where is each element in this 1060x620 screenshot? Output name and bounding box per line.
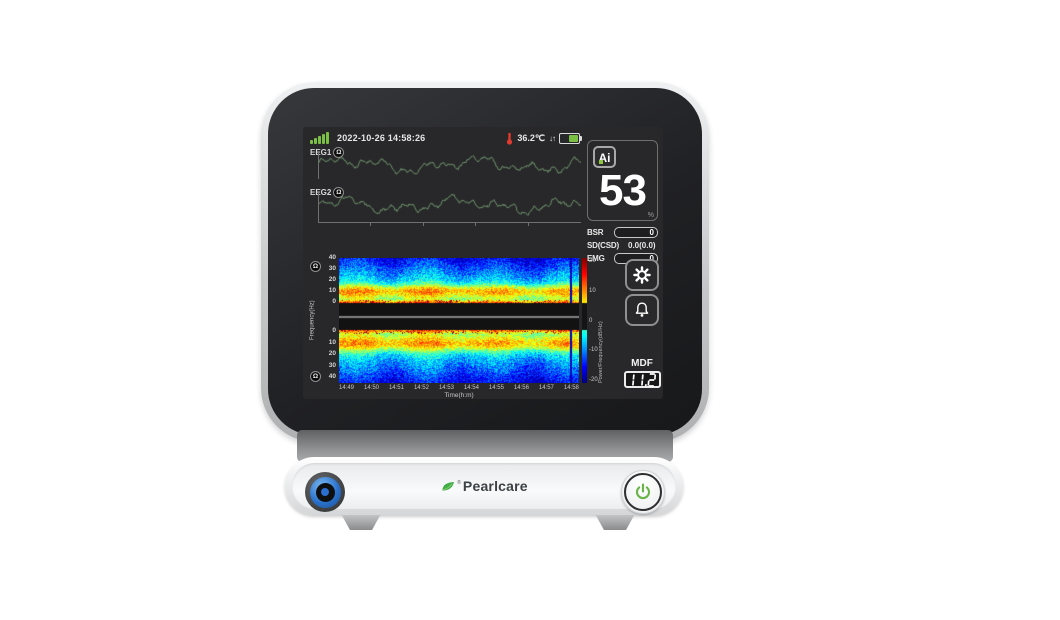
spectrogram-xlabel: Time(h:m) bbox=[444, 392, 474, 399]
spectrogram-yticks-top: 40 30 20 10 0 bbox=[328, 254, 336, 305]
device-neck bbox=[297, 430, 673, 462]
emg-label: EMG bbox=[587, 254, 605, 263]
sd-value: 0.0(0.0) bbox=[628, 241, 656, 250]
bsr-label: BSR bbox=[587, 228, 604, 237]
sd-label: SD(CSD) bbox=[587, 241, 619, 250]
device-foot bbox=[595, 515, 635, 530]
spectrogram-ylabel: Frequency(Hz) bbox=[309, 300, 316, 341]
depth-index-value: 53 bbox=[599, 166, 647, 215]
signal-strength-icon bbox=[310, 132, 329, 144]
bsr-value: 0 bbox=[614, 227, 658, 238]
status-bar: 2022-10-26 14:58:26 36.2℃ ↓↑ bbox=[310, 131, 584, 145]
power-icon bbox=[635, 483, 651, 500]
brand-text: Pearlcare bbox=[462, 478, 528, 494]
battery-icon bbox=[559, 132, 582, 144]
base-inner-panel: ® Pearlcare bbox=[292, 463, 676, 514]
sensor-port-pin bbox=[321, 488, 329, 496]
registered-mark: ® bbox=[457, 480, 461, 486]
eeg1-axis bbox=[318, 153, 319, 179]
power-button-ring bbox=[624, 473, 662, 511]
mdf-label: MDF bbox=[631, 358, 653, 369]
mdf-display bbox=[624, 371, 661, 388]
depth-index-unit: % bbox=[647, 212, 654, 219]
thermometer-icon bbox=[507, 132, 513, 145]
sensor-port bbox=[305, 472, 345, 512]
datetime-text: 2022-10-26 14:58:26 bbox=[337, 133, 426, 143]
ai-index-box: Ai 53 % bbox=[587, 140, 658, 221]
alarm-button[interactable] bbox=[625, 294, 659, 326]
eeg-time-axis bbox=[318, 222, 581, 223]
sensor-port-socket bbox=[315, 482, 335, 502]
base-panel: ® Pearlcare bbox=[285, 457, 683, 515]
colorbar-label: Power/Frequency(dB/Hz) bbox=[598, 321, 604, 383]
sd-row: SD(CSD) 0.0(0.0) bbox=[587, 240, 658, 251]
leaf-icon bbox=[442, 481, 455, 491]
settings-button[interactable] bbox=[625, 259, 659, 291]
spectrogram-xticks: 14:49 14:50 14:51 14:52 14:53 14:54 14:55 14:56… bbox=[339, 385, 579, 391]
impedance-icon: Ω bbox=[310, 371, 321, 382]
sensor-port-ring bbox=[309, 476, 341, 508]
bell-icon bbox=[635, 302, 649, 317]
spectrogram-canvas bbox=[339, 258, 579, 383]
device-foot bbox=[341, 515, 381, 530]
eeg2-axis bbox=[318, 193, 319, 223]
ai-icon[interactable]: Ai bbox=[593, 146, 616, 168]
colorbar-ticks: 20 10 0 -10 -20 bbox=[589, 258, 598, 383]
gear-icon bbox=[633, 266, 651, 284]
spectrogram-yticks-bottom: 0 10 20 30 40 bbox=[328, 327, 336, 380]
seven-segment-value bbox=[632, 372, 657, 387]
bsr-row: BSR 0 bbox=[587, 227, 658, 238]
ai-status-dot bbox=[599, 160, 603, 164]
impedance-icon: Ω bbox=[310, 261, 321, 272]
screen: 2022-10-26 14:58:26 36.2℃ ↓↑ EEG1 Ω EEG2… bbox=[303, 127, 663, 399]
temperature-text: 36.2℃ bbox=[517, 132, 545, 143]
colorbar bbox=[582, 258, 587, 383]
eeg2-waveform bbox=[319, 192, 581, 218]
trend-arrows-icon: ↓↑ bbox=[549, 133, 556, 143]
power-button[interactable] bbox=[621, 470, 665, 514]
eeg1-waveform bbox=[319, 152, 581, 178]
brand-logo: ® Pearlcare bbox=[440, 478, 528, 494]
